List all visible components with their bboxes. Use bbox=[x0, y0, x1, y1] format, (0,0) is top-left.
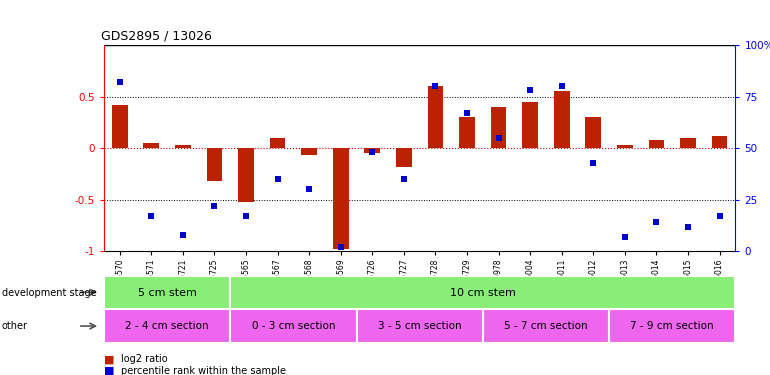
Text: development stage: development stage bbox=[2, 288, 96, 298]
Text: log2 ratio: log2 ratio bbox=[121, 354, 168, 364]
Text: ■: ■ bbox=[104, 366, 115, 375]
Bar bbox=[680, 138, 696, 148]
Bar bbox=[585, 117, 601, 148]
Bar bbox=[206, 148, 223, 181]
Bar bbox=[648, 140, 665, 148]
Text: other: other bbox=[2, 321, 28, 331]
Bar bbox=[333, 148, 349, 249]
Bar bbox=[490, 107, 507, 148]
Text: 2 - 4 cm section: 2 - 4 cm section bbox=[126, 321, 209, 331]
Bar bbox=[175, 145, 191, 148]
Bar bbox=[364, 148, 380, 153]
Bar bbox=[396, 148, 412, 166]
Bar bbox=[617, 145, 633, 148]
Text: ■: ■ bbox=[104, 354, 115, 364]
Text: 3 - 5 cm section: 3 - 5 cm section bbox=[378, 321, 461, 331]
Text: percentile rank within the sample: percentile rank within the sample bbox=[121, 366, 286, 375]
Bar bbox=[522, 102, 538, 148]
Bar bbox=[711, 136, 728, 148]
Bar bbox=[230, 309, 357, 343]
Bar bbox=[238, 148, 254, 202]
Bar bbox=[230, 276, 735, 309]
Bar bbox=[459, 117, 475, 148]
Text: 10 cm stem: 10 cm stem bbox=[450, 288, 516, 297]
Bar bbox=[270, 138, 286, 148]
Text: 5 - 7 cm section: 5 - 7 cm section bbox=[504, 321, 588, 331]
Text: GDS2895 / 13026: GDS2895 / 13026 bbox=[101, 30, 212, 42]
Bar bbox=[112, 105, 128, 148]
Bar bbox=[104, 309, 230, 343]
Bar bbox=[554, 92, 570, 148]
Bar bbox=[301, 148, 317, 155]
Bar bbox=[483, 309, 609, 343]
Bar bbox=[143, 143, 159, 148]
Bar bbox=[357, 309, 483, 343]
Text: 7 - 9 cm section: 7 - 9 cm section bbox=[631, 321, 714, 331]
Text: 0 - 3 cm section: 0 - 3 cm section bbox=[252, 321, 335, 331]
Bar bbox=[104, 276, 230, 309]
Text: 5 cm stem: 5 cm stem bbox=[138, 288, 196, 297]
Bar bbox=[609, 309, 735, 343]
Bar bbox=[427, 86, 444, 148]
